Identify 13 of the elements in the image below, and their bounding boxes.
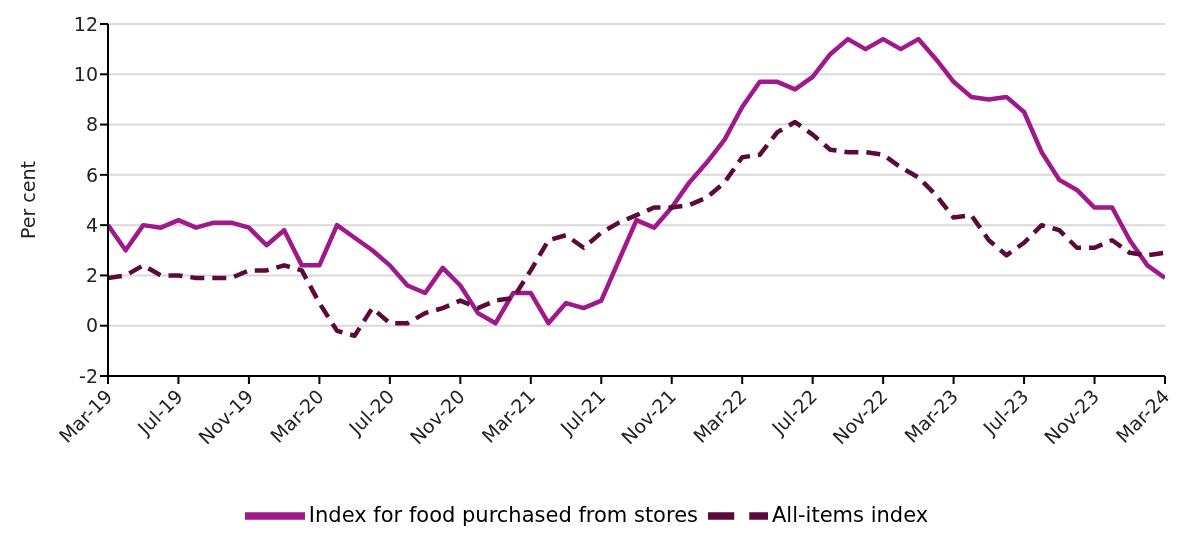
legend-label: Index for food purchased from stores [308, 503, 698, 527]
line-series [108, 119, 1165, 339]
y-tick-label: 4 [85, 213, 98, 236]
y-tick-label: 12 [73, 12, 98, 35]
y-tick-label: 8 [85, 113, 98, 136]
legend-label: All-items index [772, 503, 929, 527]
y-axis-title: Per cent [16, 161, 39, 239]
y-tick-label: 10 [73, 63, 98, 86]
line-series [108, 36, 1165, 326]
y-tick-label: 2 [85, 264, 98, 287]
y-tick-label: -2 [79, 364, 98, 387]
y-tick-label: 0 [85, 314, 98, 337]
y-tick-label: 6 [85, 163, 98, 186]
